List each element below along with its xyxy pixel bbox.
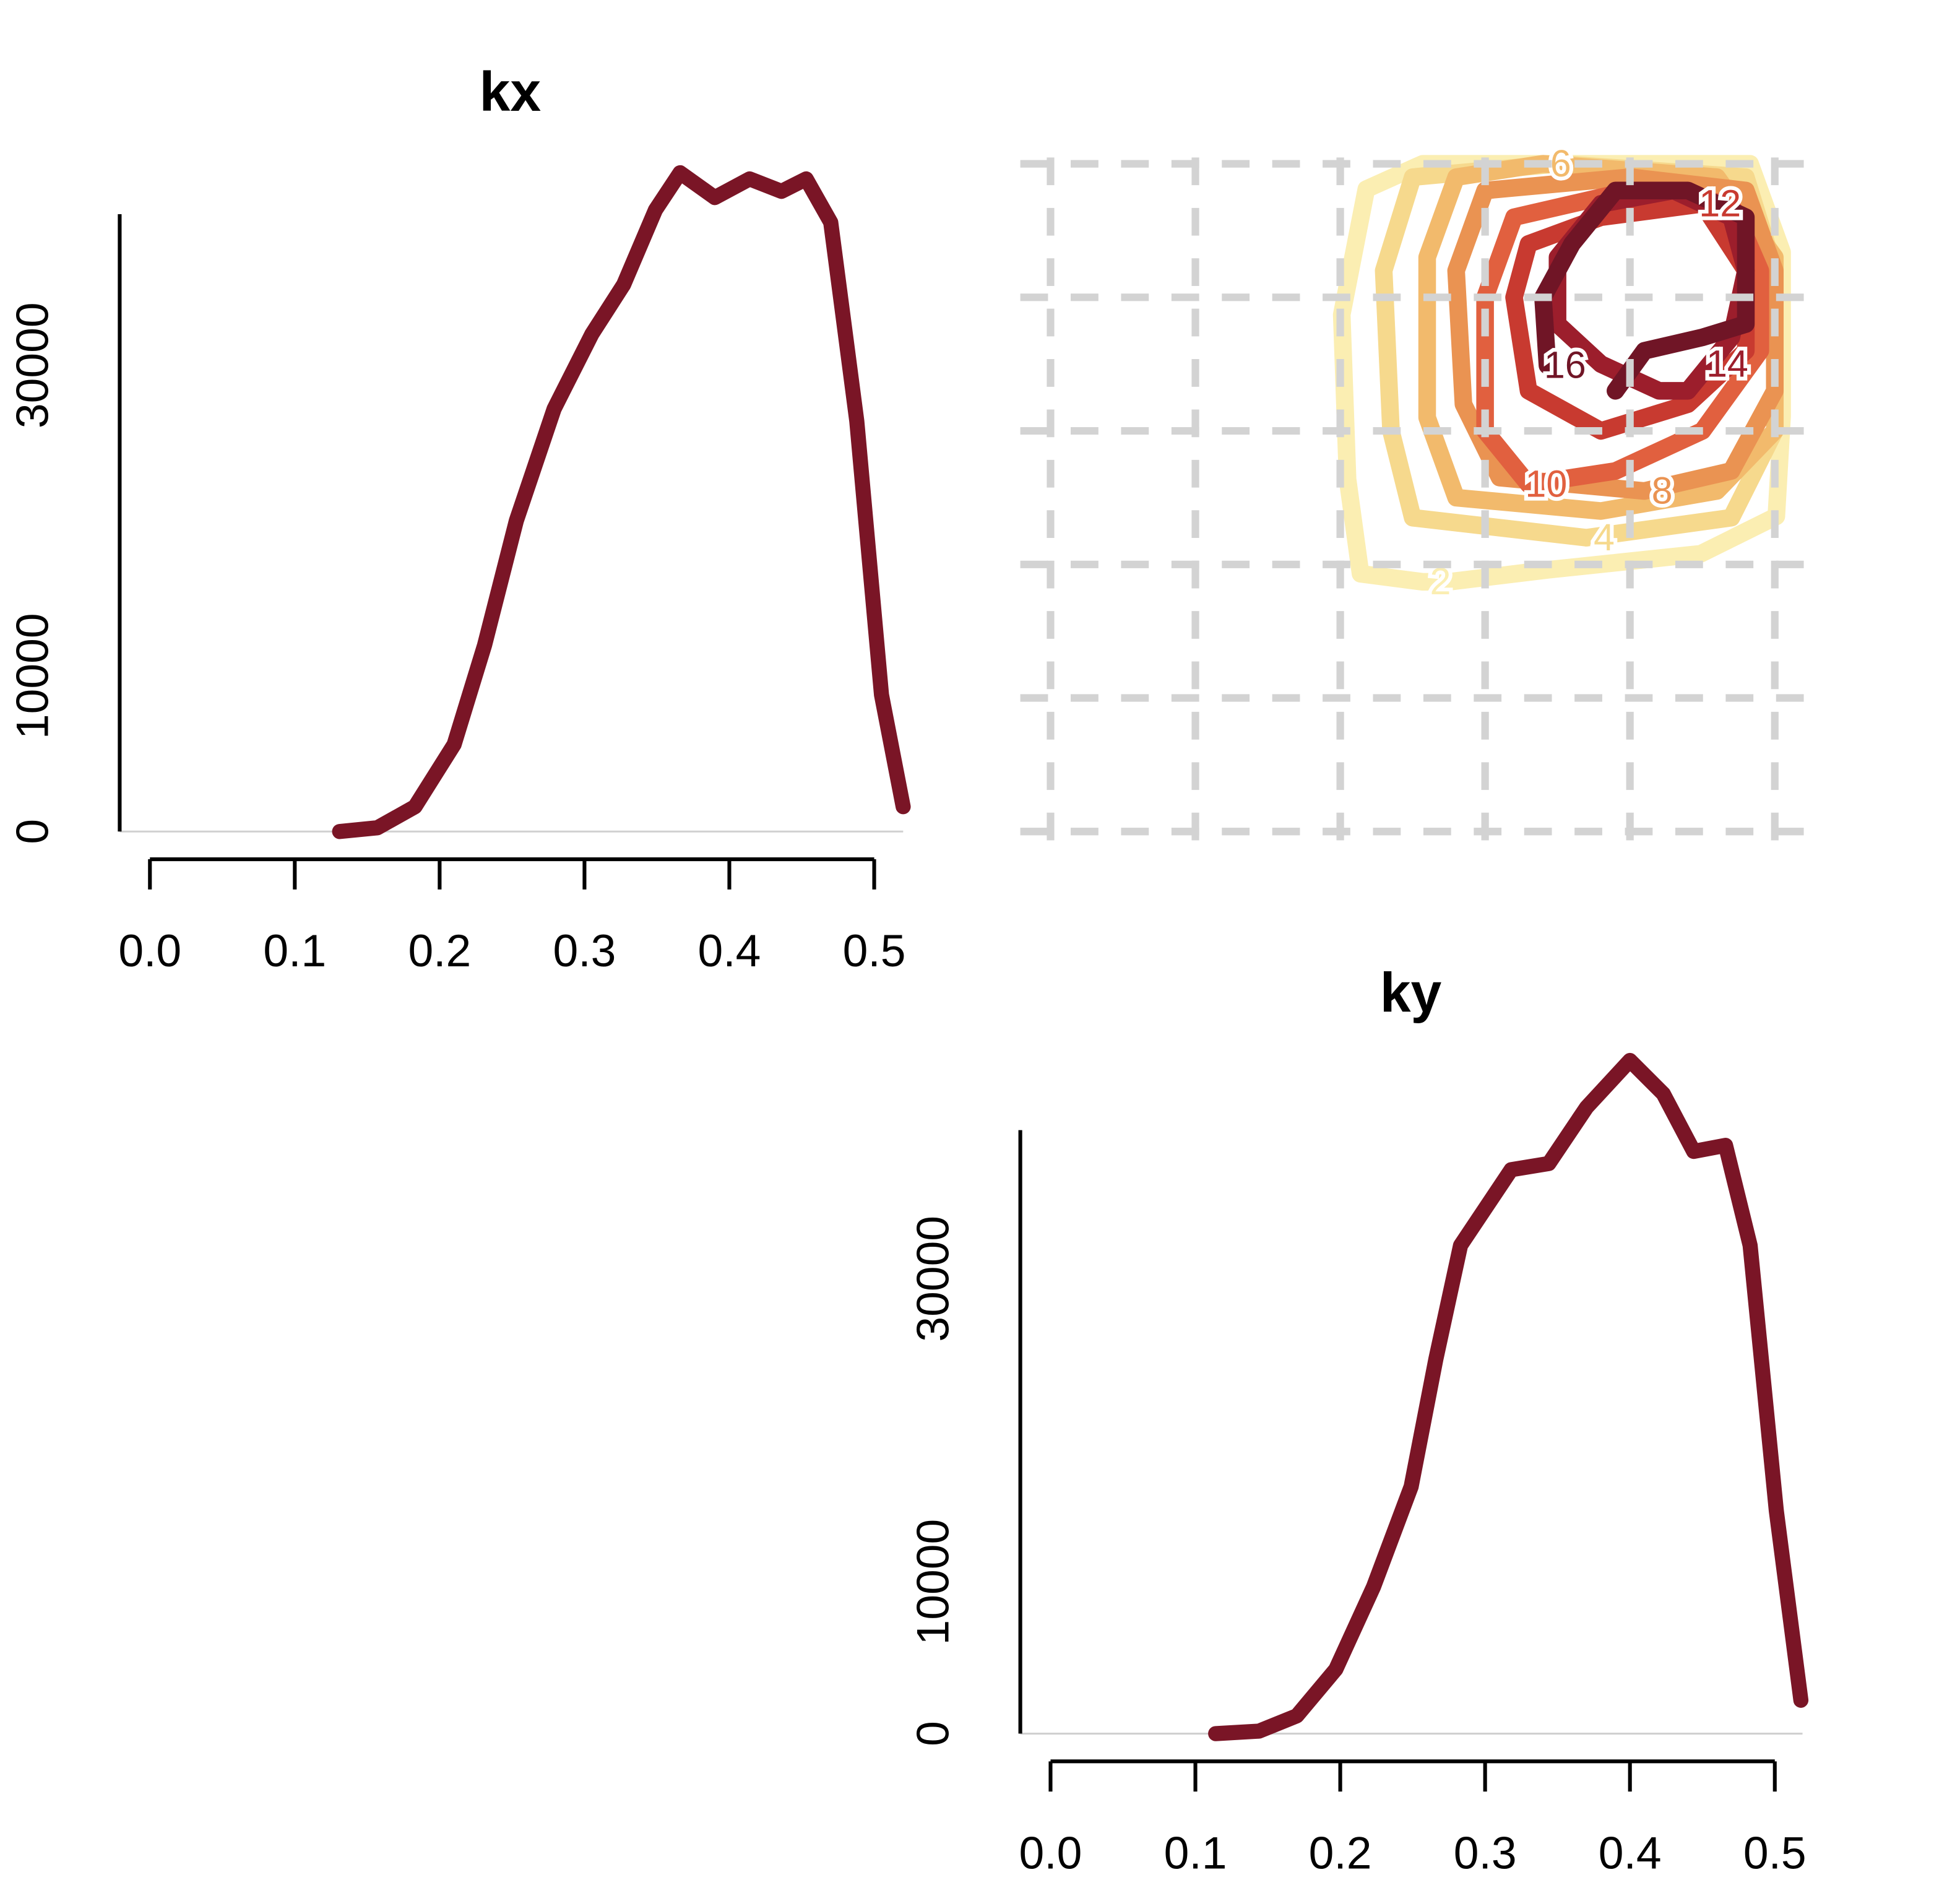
- x-tick-label: 0.3: [1454, 1827, 1517, 1878]
- y-tick-label: 30000: [908, 1216, 959, 1342]
- x-tick-label: 0.3: [553, 925, 616, 976]
- density-line: [1208, 1052, 1809, 1741]
- contour-line: [1534, 181, 1755, 400]
- x-tick-label: 0.0: [118, 925, 181, 976]
- contour-label: 6: [1550, 142, 1571, 184]
- panel-title: ky: [1380, 961, 1442, 1023]
- x-tick-label: 0.5: [1743, 1827, 1807, 1878]
- x-tick-label: 0.2: [1309, 1827, 1372, 1878]
- x-tick-label: 0.1: [263, 925, 326, 976]
- x-tick-label: 0.0: [1019, 1827, 1082, 1878]
- x-tick-label: 0.4: [698, 925, 761, 976]
- density-line: [332, 165, 911, 839]
- x-tick-label: 0.4: [1599, 1827, 1662, 1878]
- y-tick-label: 0: [7, 819, 58, 844]
- y-tick-label: 30000: [7, 302, 58, 428]
- x-tick-label: 0.1: [1164, 1827, 1227, 1878]
- contour-label: 10: [1525, 463, 1567, 505]
- contour-label: 16: [1544, 344, 1586, 386]
- contour-label: 12: [1699, 183, 1741, 225]
- contour-label: 14: [1706, 343, 1748, 385]
- y-tick-label: 10000: [908, 1519, 959, 1645]
- contour-label: 4: [1594, 516, 1615, 558]
- x-tick-label: 0.5: [843, 925, 906, 976]
- panel-title: kx: [480, 61, 542, 123]
- contour-label: 8: [1652, 469, 1673, 511]
- y-tick-label: 0: [908, 1721, 959, 1746]
- x-tick-label: 0.2: [408, 925, 471, 976]
- y-tick-label: 10000: [7, 613, 58, 739]
